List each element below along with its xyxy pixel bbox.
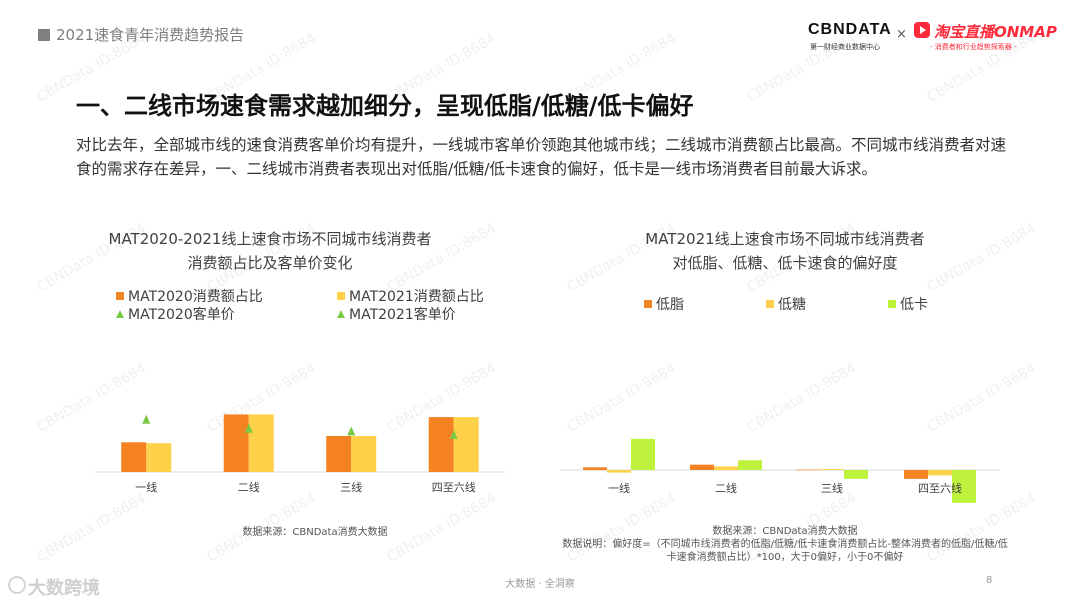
bar-low-fat <box>796 469 820 471</box>
bar-low-cal <box>952 470 976 503</box>
chart1-title: MAT2020-2021线上速食市场不同城市线消费者 消费额占比及客单价变化 <box>40 227 500 275</box>
x-tick-label: 三线 <box>340 480 362 494</box>
footer-slogan: 大数据 · 全洞察 <box>505 579 575 590</box>
bar-low-cal <box>631 438 655 470</box>
price-marker <box>244 423 253 433</box>
chart2-plot: 一线 二线 三线 四至六线 <box>560 438 1000 503</box>
bar-low-fat <box>904 470 928 479</box>
legend-label: 低卡 <box>900 297 928 313</box>
report-title: 2021速食青年消费趋势报告 <box>56 26 245 44</box>
brand-logo-text: 大数跨境 <box>28 578 100 599</box>
chart2-title-line2: 对低脂、低糖、低卡速食的偏好度 <box>672 254 898 272</box>
bar-low-cal <box>738 460 762 470</box>
price-marker <box>449 430 458 439</box>
bar-mat2020 <box>428 417 454 472</box>
bar-low-sugar <box>820 469 844 470</box>
chart1-title-line1: MAT2020-2021线上速食市场不同城市线消费者 <box>108 230 432 248</box>
bar-low-sugar <box>714 466 738 470</box>
bar-low-cal <box>844 470 868 479</box>
bar-mat2020 <box>121 442 147 472</box>
page-number: 8 <box>986 575 993 586</box>
brand-logo-icon <box>8 576 26 594</box>
legend-swatch <box>888 300 896 308</box>
x-tick-label: 二线 <box>715 481 737 495</box>
bar-mat2021 <box>453 417 479 472</box>
legend-triangle-marker <box>337 310 345 318</box>
price-marker <box>142 414 151 424</box>
bar-low-fat <box>690 464 714 470</box>
x-tick-label: 四至六线 <box>918 481 962 495</box>
cbndata-logo: CBNDATA <box>808 21 892 38</box>
chart1-legend-item: MAT2021消费额占比 <box>337 286 484 306</box>
chart2-source: 数据来源：CBNData消费大数据 <box>712 526 858 537</box>
bar-mat2021 <box>351 436 377 472</box>
x-tick-label: 一线 <box>608 481 630 495</box>
taobao-live-logo: 淘宝直播ONMAP <box>934 23 1057 41</box>
chart1-title-line2: 消费额占比及客单价变化 <box>187 254 353 272</box>
chart1-legend-item: MAT2020客单价 <box>116 304 235 324</box>
chart2-note: 数据说明：偏好度=（不同城市线消费者的低脂/低糖/低卡速食消费额占比-整体消费者… <box>562 539 1008 563</box>
legend-triangle-marker <box>116 310 124 318</box>
legend-swatch <box>766 300 774 308</box>
legend-label: MAT2021消费额占比 <box>349 289 484 305</box>
bar-low-sugar <box>928 470 952 476</box>
bar-low-sugar <box>607 470 631 473</box>
legend-label: 低脂 <box>656 297 684 313</box>
legend-label: MAT2021客单价 <box>349 307 456 323</box>
bar-mat2020 <box>326 436 352 472</box>
chart2-title-line1: MAT2021线上速食市场不同城市线消费者 <box>645 230 925 248</box>
legend-label: MAT2020消费额占比 <box>128 289 263 305</box>
price-marker <box>347 426 356 436</box>
header-square-marker <box>38 29 50 41</box>
taobao-live-icon <box>914 22 930 38</box>
legend-swatch <box>644 300 652 308</box>
bar-mat2021 <box>146 443 172 472</box>
chart2-title: MAT2021线上速食市场不同城市线消费者 对低脂、低糖、低卡速食的偏好度 <box>555 227 1015 275</box>
description-text: 对比去年，全部城市线的速食消费客单价均有提升，一线城市客单价领跑其他城市线；二线… <box>76 136 1007 178</box>
x-tick-label: 四至六线 <box>432 480 476 494</box>
chart1-legend-item: MAT2021客单价 <box>337 304 456 324</box>
bar-mat2021 <box>248 414 274 472</box>
chart1-legend-item: MAT2020消费额占比 <box>116 286 263 306</box>
legend-label: MAT2020客单价 <box>128 307 235 323</box>
bar-low-fat <box>583 467 607 470</box>
chart1-source: 数据来源：CBNData消费大数据 <box>242 527 388 538</box>
chart2-legend-item: 低脂 <box>644 294 684 314</box>
x-tick-label: 二线 <box>238 480 260 494</box>
bar-mat2020 <box>223 414 249 472</box>
logo-separator: × <box>896 27 907 42</box>
taobao-live-logo-subtitle: - 消费者和行业趋势探索器 - <box>930 43 1017 51</box>
cbndata-logo-subtitle: 第一财经商业数据中心 <box>810 43 880 51</box>
legend-swatch <box>116 292 124 300</box>
chart2-legend-item: 低卡 <box>888 294 928 314</box>
x-tick-label: 一线 <box>135 480 157 494</box>
x-tick-label: 三线 <box>821 481 843 495</box>
chart2-legend-item: 低糖 <box>766 294 806 314</box>
legend-swatch <box>337 292 345 300</box>
chart1-plot: 一线 二线 三线 四至六线 <box>95 414 505 494</box>
legend-label: 低糖 <box>778 297 806 313</box>
page-title: 一、二线市场速食需求越加细分，呈现低脂/低糖/低卡偏好 <box>76 92 694 120</box>
